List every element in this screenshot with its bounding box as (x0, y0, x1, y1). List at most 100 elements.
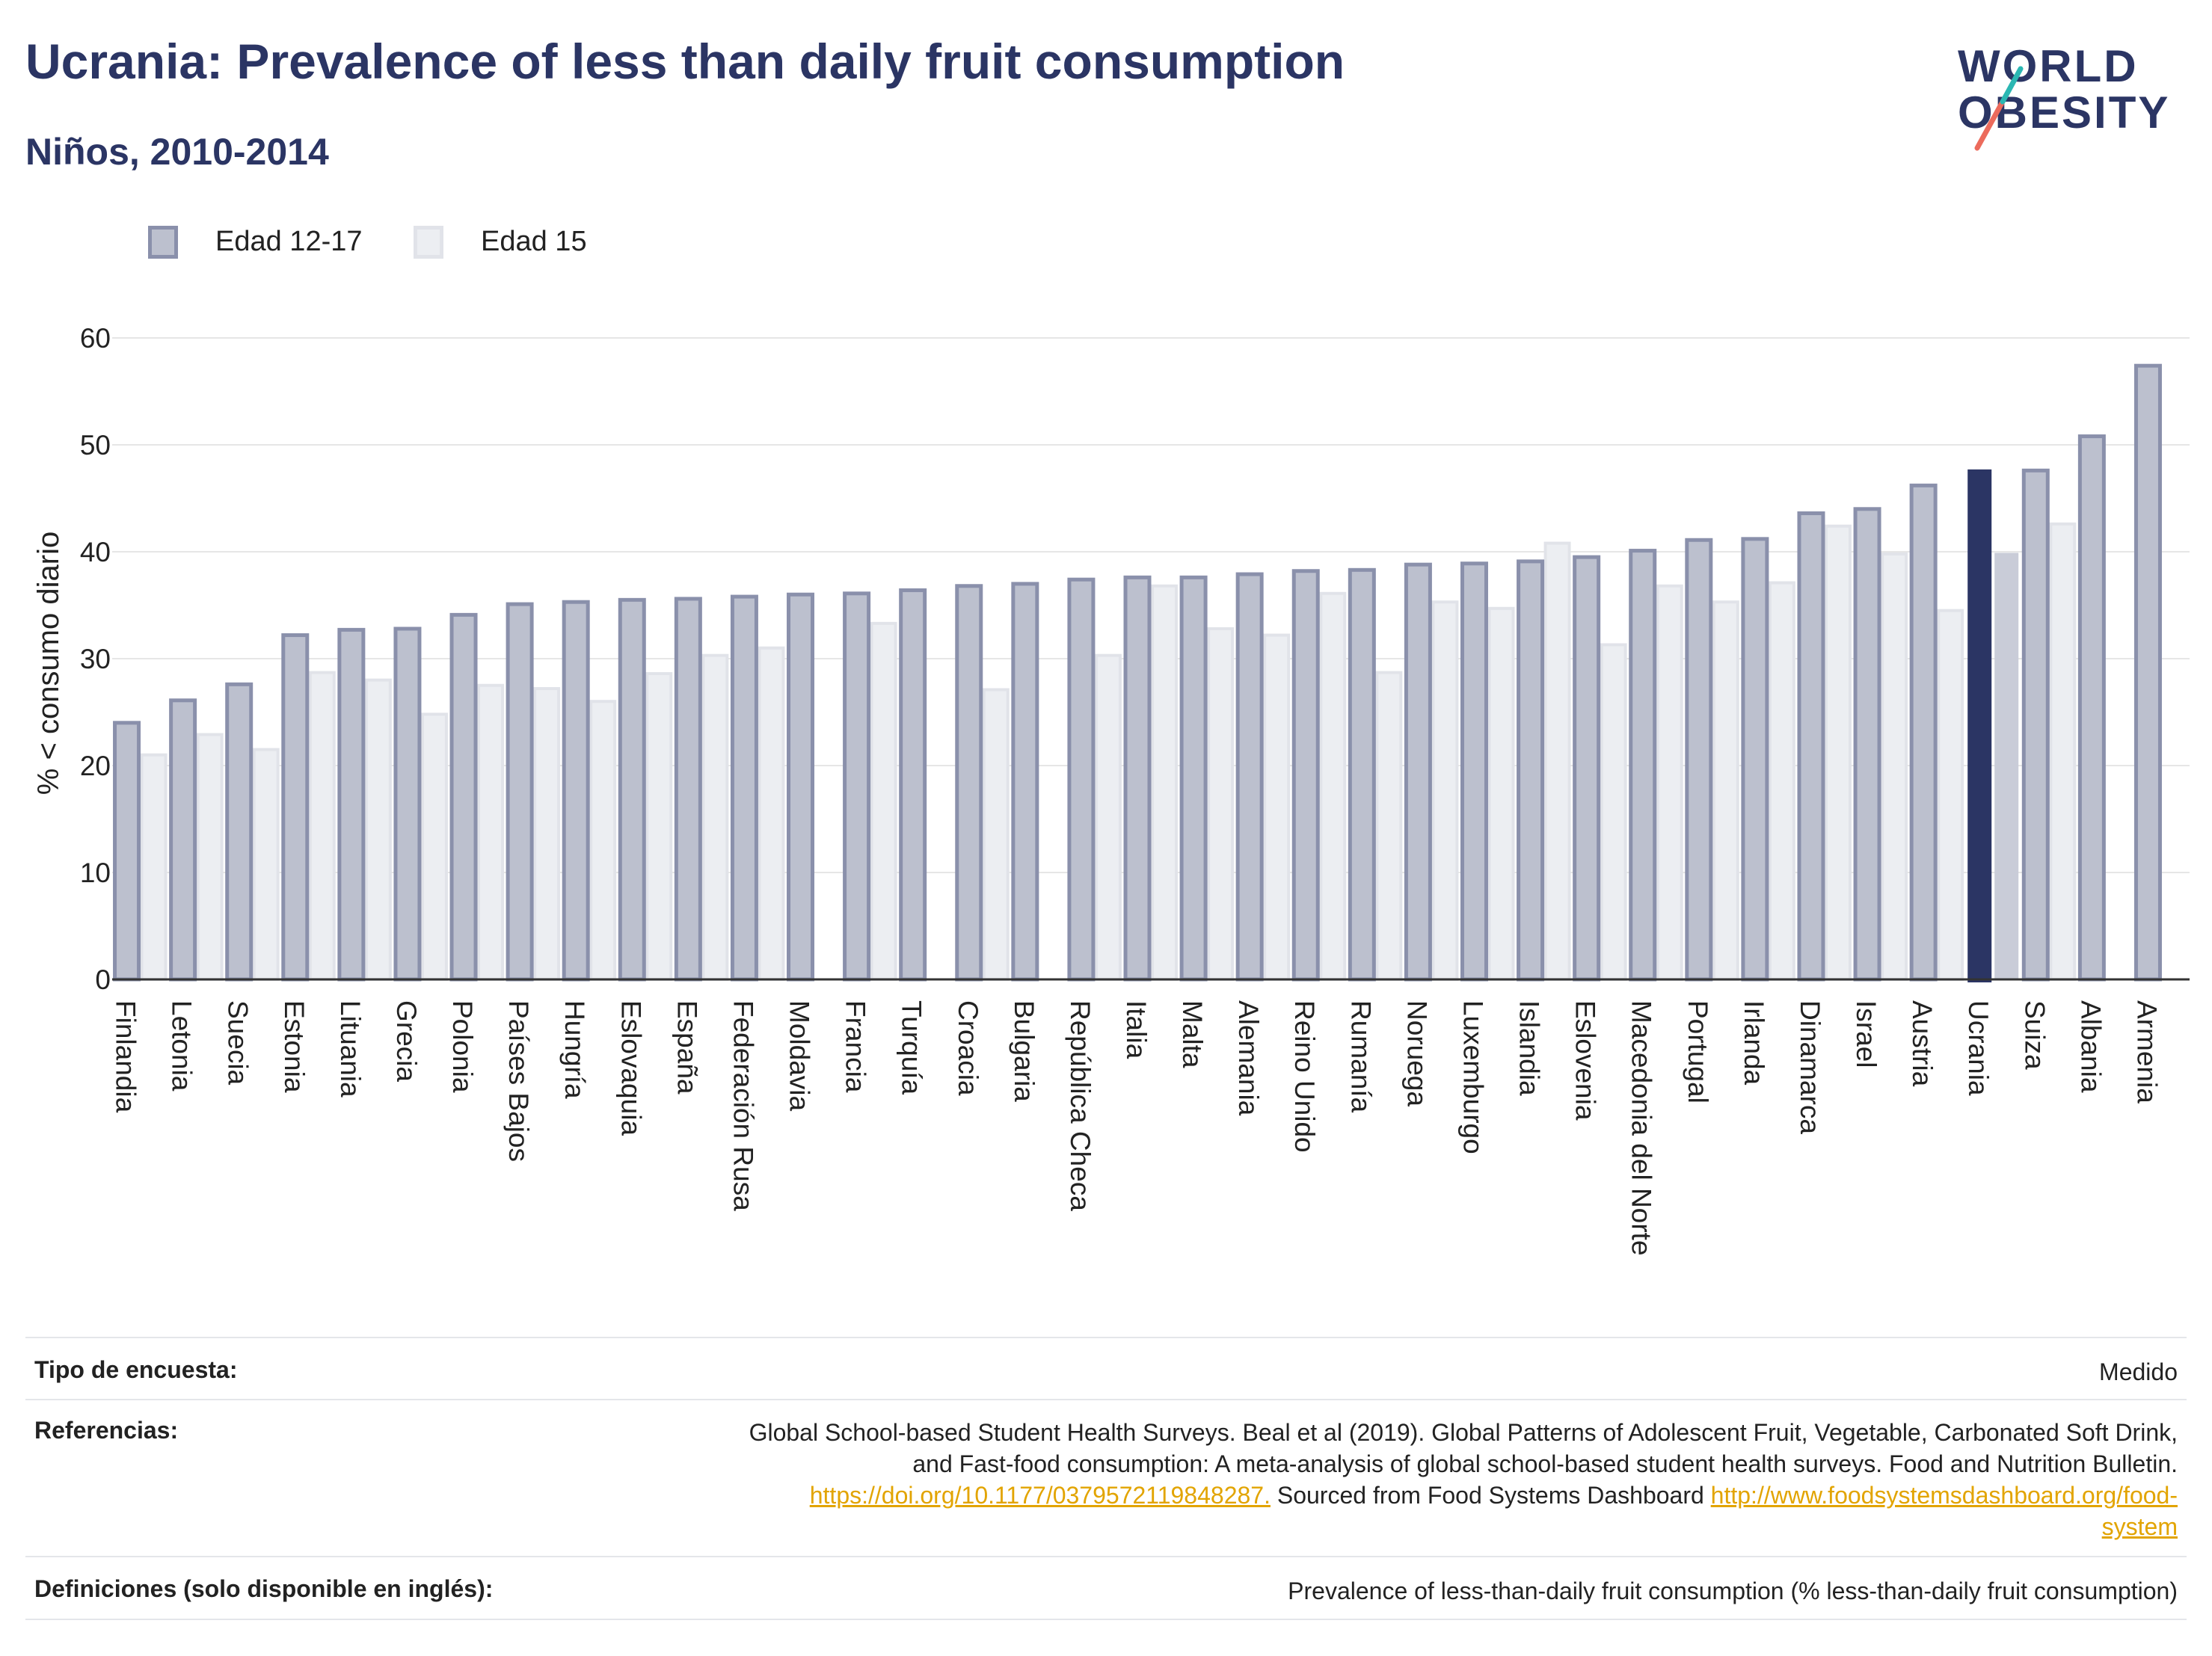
x-tick-label: Bulgaria (1009, 1000, 1039, 1102)
x-tick-label: Lituania (335, 1000, 366, 1098)
bar-edad-15 (982, 688, 1010, 981)
x-tick-label: Suecia (223, 1000, 254, 1086)
bar-edad-12-17 (1517, 559, 1545, 982)
survey-type-label: Tipo de encuesta: (34, 1356, 238, 1383)
food-systems-dashboard-link[interactable]: http://www.foodsystemsdashboard.org/food… (1710, 1482, 2178, 1509)
definitions-label: Definiciones (solo disponible en inglés)… (34, 1575, 494, 1602)
survey-type-value: Medido (2099, 1358, 2178, 1385)
x-tick-label: Luxemburgo (1457, 1000, 1488, 1154)
x-tick-label: Croacia (953, 1000, 983, 1096)
references-label: Referencias: (34, 1417, 179, 1444)
bar-edad-15 (1375, 671, 1403, 982)
bar-edad-12-17 (1235, 572, 1264, 982)
food-systems-dashboard-link-cont[interactable]: system (2101, 1513, 2178, 1540)
bar-edad-12-17 (1909, 483, 1938, 982)
bar-edad-12-17 (1573, 555, 1601, 982)
sourced-from-text: Sourced from Food Systems Dashboard (1270, 1482, 1711, 1509)
bar-edad-12-17 (393, 627, 422, 982)
x-tick-label: Irlanda (1739, 1000, 1769, 1086)
bar-edad-12-17 (674, 597, 702, 982)
bar-edad-15 (1151, 584, 1178, 981)
bar-edad-15 (758, 646, 785, 981)
legend-swatch-series-1 (148, 226, 178, 259)
bar-edad-15 (1937, 609, 1964, 981)
bar-edad-12-17 (562, 600, 590, 982)
bar-edad-12-17 (1011, 582, 1039, 982)
x-tick-label: Italia (1121, 1000, 1152, 1059)
bar-edad-15 (308, 671, 336, 982)
y-tick-label: 40 (80, 537, 111, 567)
bar-edad-12-17 (225, 682, 254, 982)
logo-text-obesity: OBESITY (1958, 87, 2171, 138)
bar-edad-12-17 (1179, 575, 1208, 982)
bar-edad-12-17 (618, 597, 646, 982)
x-tick-label: España (672, 1000, 702, 1095)
references-line-1: Global School-based Student Health Surve… (749, 1419, 2178, 1446)
doi-link[interactable]: https://doi.org/10.1177/0379572119848287… (809, 1482, 1271, 1509)
x-tick-label: Letonia (167, 1000, 197, 1092)
definitions-value: Prevalence of less-than-daily fruit cons… (1288, 1577, 2178, 1604)
bar-edad-15 (701, 653, 729, 981)
x-tick-label: Finlandia (111, 1000, 141, 1113)
bar-edad-12-17 (2021, 468, 2050, 982)
table-divider (25, 1556, 2187, 1557)
bar-edad-12-17 (1067, 577, 1096, 982)
y-axis-label: % < consumo diario (32, 532, 65, 795)
legend-label-series-1: Edad 12-17 (215, 226, 363, 257)
x-tick-label: Hungría (559, 1000, 590, 1099)
chart-title: Ucrania: Prevalence of less than daily f… (25, 34, 1345, 89)
bar-edad-12-17 (899, 588, 927, 982)
bar-edad-15 (1994, 552, 2019, 979)
x-tick-label: Rumanía (1345, 1000, 1376, 1113)
x-tick-label: Eslovaquia (615, 1000, 646, 1136)
bar-edad-12-17 (506, 602, 534, 982)
bar-edad-12-17 (2077, 434, 2106, 982)
bar-edad-12-17 (1741, 537, 1769, 982)
x-tick-label: Austria (1907, 1000, 1938, 1087)
bar-edad-15 (1824, 524, 1852, 981)
x-tick-label: Alemania (1233, 1000, 1264, 1116)
bar-edad-12-17 (1404, 562, 1432, 982)
bar-edad-12-17 (843, 591, 871, 982)
x-tick-label: Macedonia del Norte (1626, 1000, 1657, 1255)
bar-edad-15 (1094, 653, 1122, 981)
bar-edad-15 (1543, 541, 1571, 981)
bar-edad-15 (1319, 591, 1347, 981)
legend-swatch-series-2 (414, 226, 443, 259)
x-tick-label: Ucrania (1963, 1000, 1994, 1096)
references-value: Global School-based Student Health Surve… (383, 1417, 2178, 1542)
bar-edad-12-17 (1853, 507, 1881, 982)
bar-edad-15 (364, 678, 392, 981)
bar-edad-15 (196, 733, 224, 982)
x-tick-label: Islandia (1514, 1000, 1545, 1096)
table-divider (25, 1399, 2187, 1400)
bar-edad-12-17 (113, 721, 141, 982)
x-tick-label: Armenia (2131, 1000, 2162, 1104)
x-tick-label: República Checa (1065, 1000, 1096, 1211)
bar-edad-15 (1768, 581, 1795, 982)
legend-label-series-2: Edad 15 (481, 226, 587, 257)
x-tick-label: Reino Unido (1289, 1000, 1320, 1153)
y-tick-label: 60 (80, 323, 111, 354)
bar-edad-15 (645, 672, 673, 982)
y-tick-label: 50 (80, 430, 111, 461)
bar-edad-15 (589, 700, 617, 981)
x-tick-label: Albania (2075, 1000, 2106, 1093)
bar-edad-15 (1263, 633, 1291, 981)
bar-edad-15 (477, 683, 505, 981)
x-tick-label: Suiza (2019, 1000, 2050, 1070)
bar-edad-12-17 (1460, 561, 1488, 982)
bar-edad-15 (252, 748, 280, 981)
world-obesity-logo: WORLD OBESITY (1937, 30, 2199, 157)
bar-edad-12-17 (1123, 575, 1152, 982)
x-tick-label: Federación Rusa (728, 1000, 758, 1211)
x-tick-label: Moldavia (784, 1000, 815, 1111)
bar-edad-12-17 (1685, 538, 1713, 982)
logo-slash-icon (1974, 66, 2024, 151)
bar-edad-12-17 (281, 633, 310, 982)
bar-edad-15 (1431, 600, 1459, 981)
bar-edad-12-17 (955, 584, 983, 982)
bar-edad-12-17 (1348, 567, 1376, 982)
bar-edad-12-17 (169, 698, 197, 982)
bar-edad-12-17 (730, 594, 758, 982)
